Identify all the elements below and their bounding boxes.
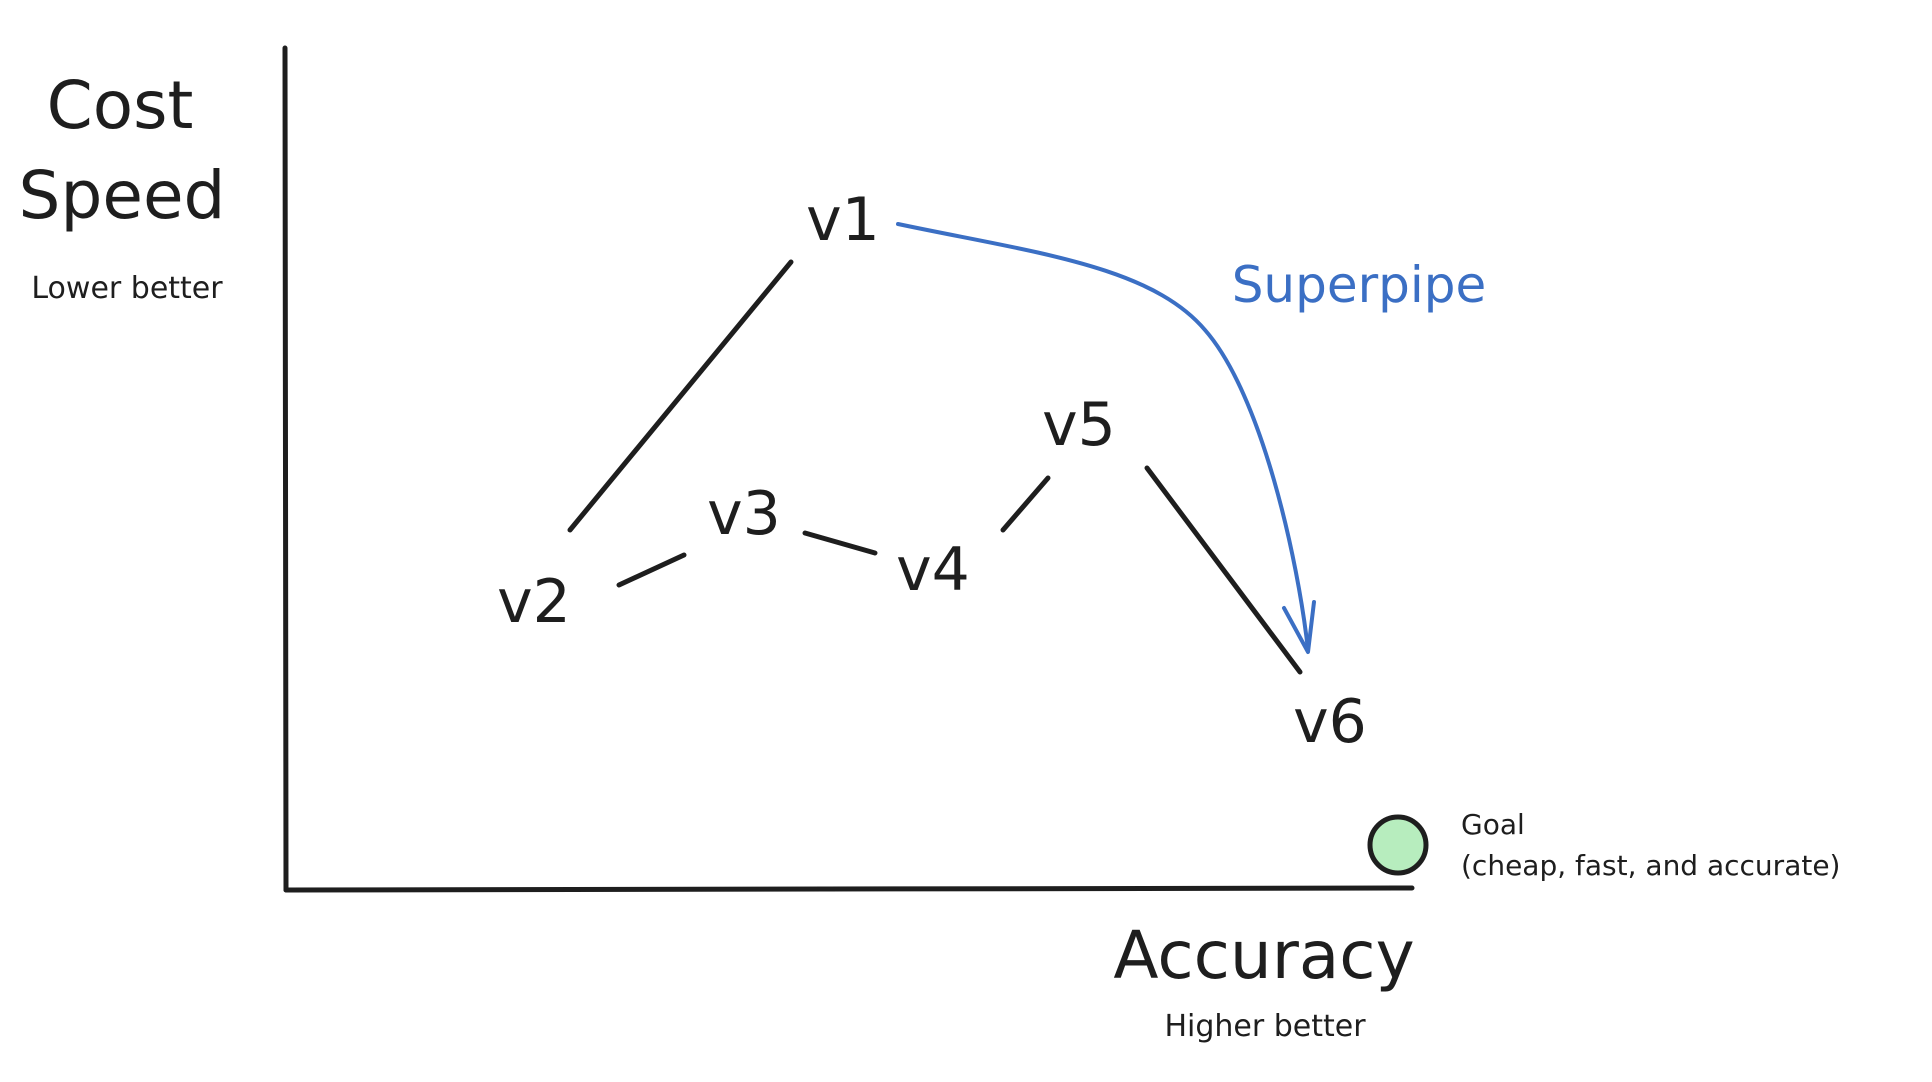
version-label-v3: v3 [707, 479, 781, 549]
version-label-v1: v1 [806, 185, 880, 255]
version-label-v4: v4 [896, 535, 970, 605]
superpipe-arrowhead-icon [1282, 600, 1316, 654]
connector-v4-v5 [1000, 475, 1051, 533]
y-axis-line [282, 45, 289, 893]
connector-v2-v1 [567, 259, 794, 533]
x-axis-line [283, 885, 1415, 893]
goal-title: Goal [1461, 808, 1525, 841]
y-axis-note: Lower better [31, 271, 223, 306]
goal-detail: (cheap, fast, and accurate) [1461, 849, 1840, 882]
y-axis-title-line-1: Cost [47, 67, 194, 144]
version-label-v5: v5 [1042, 390, 1116, 460]
connector-v3-v4 [802, 530, 878, 556]
version-label-v2: v2 [497, 567, 571, 637]
goal-marker [1367, 814, 1429, 876]
x-axis-note: Higher better [1164, 1009, 1366, 1044]
y-axis-title-line-2: Speed [19, 157, 226, 234]
superpipe-arrow [896, 222, 1310, 652]
connector-v5-v6 [1144, 465, 1303, 675]
superpipe-label: Superpipe [1232, 256, 1487, 314]
version-label-v6: v6 [1293, 687, 1367, 757]
connector-v2-v3 [616, 552, 687, 588]
x-axis-title: Accuracy [1113, 917, 1414, 994]
